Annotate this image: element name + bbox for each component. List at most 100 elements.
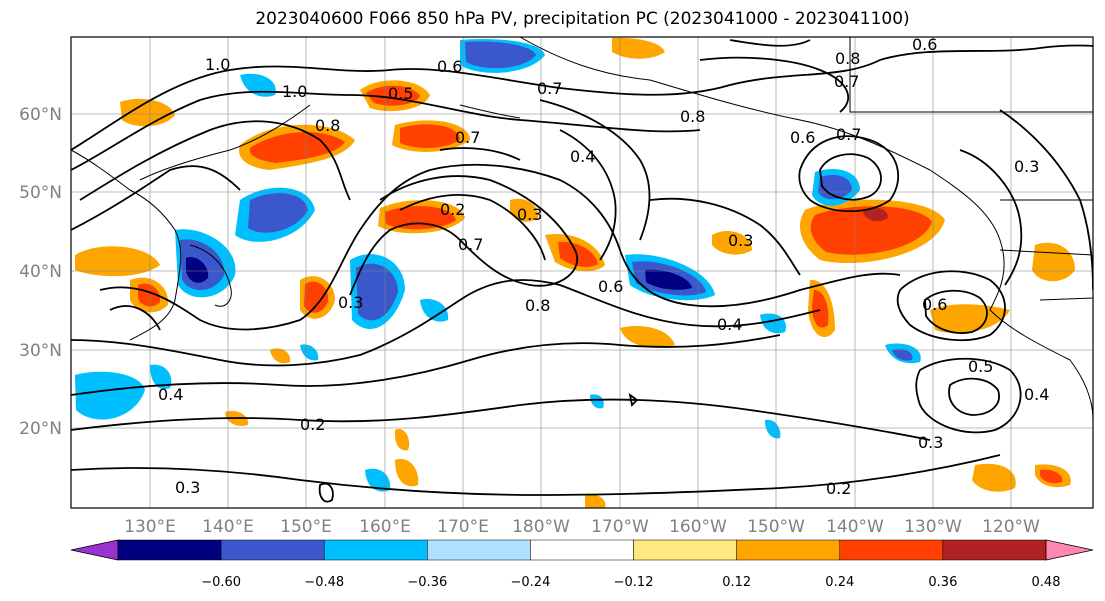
map-frame — [70, 36, 1094, 509]
contour-label: 0.6 — [922, 295, 947, 314]
warm-blob — [400, 124, 460, 148]
colorbar-label: −0.24 — [511, 575, 551, 590]
cool-blob — [186, 257, 209, 283]
warm-blob — [812, 290, 829, 328]
contour-label: 0.4 — [158, 385, 183, 404]
contour-label: 0.3 — [338, 293, 363, 312]
cool-blob — [765, 419, 781, 439]
warm-blob — [612, 37, 665, 59]
contour-label: 0.7 — [834, 72, 859, 91]
cool-blob — [420, 299, 449, 322]
cool-blob — [300, 344, 319, 361]
warm-blob — [249, 132, 345, 163]
contour-label: 0.2 — [826, 479, 851, 498]
contour-labels: 1.0 1.0 0.8 0.6 0.5 0.7 0.7 0.8 0.6 0.7 … — [158, 37, 1049, 498]
colorbar-label: 0.24 — [825, 575, 854, 590]
warm-blob — [712, 230, 752, 255]
warm-blob — [1040, 469, 1063, 484]
contour-label: 0.3 — [918, 433, 943, 452]
colorbar-segment — [736, 539, 841, 561]
cool-blob — [760, 313, 786, 334]
contour-label: 0.7 — [458, 235, 483, 254]
contour-label: 1.0 — [205, 55, 230, 74]
lon-tick: 170°W — [591, 517, 649, 537]
contour-label: 0.3 — [1014, 157, 1039, 176]
warm-blob — [510, 198, 539, 222]
lat-tick: 30°N — [19, 341, 62, 361]
warm-blob — [585, 494, 606, 508]
lat-tick: 40°N — [19, 262, 62, 282]
lon-tick: 160°W — [669, 517, 727, 537]
warm-blob — [620, 325, 675, 348]
colorbar-label: −0.36 — [407, 575, 447, 590]
contour-label: 0.6 — [790, 128, 815, 147]
colorbar-segment — [839, 539, 944, 561]
warm-blob — [75, 246, 160, 277]
precip-shading — [75, 37, 1075, 508]
cool-blob — [818, 174, 852, 200]
lon-tick: 130°W — [904, 517, 962, 537]
colorbar-segments — [117, 539, 1047, 561]
cool-blob — [248, 193, 308, 233]
colorbar-right-extension — [1045, 539, 1094, 561]
contour-label: 0.7 — [836, 125, 861, 144]
contour-label: 0.6 — [598, 277, 623, 296]
colorbar-labels: −0.60 −0.48 −0.36 −0.24 −0.12 0.12 0.24 0.36 0.4… — [201, 575, 1061, 590]
warm-blob — [930, 304, 1010, 334]
lat-tick-labels: 60°N 50°N 40°N 30°N 20°N — [19, 105, 62, 439]
colorbar-left-extension — [70, 539, 119, 561]
contour-label: 0.3 — [517, 205, 542, 224]
contour-label: 0.8 — [835, 49, 860, 68]
cool-blob — [150, 364, 172, 390]
colorbar-label: −0.48 — [304, 575, 344, 590]
contour-label: 0.4 — [717, 315, 742, 334]
colorbar-segment — [530, 539, 634, 561]
cool-blob — [590, 394, 604, 409]
lon-tick: 170°E — [437, 517, 489, 537]
colorbar-label: 0.12 — [722, 575, 751, 590]
warm-blob — [972, 463, 1016, 492]
contour-label: 1.0 — [282, 82, 307, 101]
warm-blob — [395, 459, 419, 487]
warm-blob — [120, 98, 175, 127]
cool-blob — [356, 263, 398, 321]
colorbar-segment — [427, 539, 531, 561]
colorbar-segment — [633, 539, 737, 561]
contour-label: 0.4 — [1024, 385, 1049, 404]
contour-label: 0.6 — [437, 57, 462, 76]
colorbar-label: −0.12 — [614, 575, 654, 590]
coastlines — [71, 37, 1093, 421]
contour-label: 0.3 — [728, 231, 753, 250]
lon-tick: 180°W — [512, 517, 570, 537]
cool-blob — [465, 41, 536, 69]
warm-blob — [862, 207, 888, 222]
colorbar-segment — [323, 539, 428, 561]
cool-blob — [75, 371, 145, 420]
lon-tick: 130°E — [124, 517, 176, 537]
lon-tick-labels: 130°E 140°E 150°E 160°E 170°E 180°W 170°… — [124, 517, 1040, 537]
lon-tick: 150°W — [747, 517, 805, 537]
contour-label: 0.8 — [315, 116, 340, 135]
contour-label: 0.4 — [570, 147, 595, 166]
contour-label: 0.8 — [680, 107, 705, 126]
colorbar-label: 0.48 — [1032, 575, 1061, 590]
contour-label: 0.7 — [537, 79, 562, 98]
pv-contours — [71, 39, 1093, 503]
lat-tick: 50°N — [19, 183, 62, 203]
lat-tick: 20°N — [19, 419, 62, 439]
colorbar: −0.60 −0.48 −0.36 −0.24 −0.12 0.12 0.24 0.36 0.4… — [70, 539, 1094, 590]
colorbar-segment — [220, 539, 325, 561]
warm-blob — [558, 241, 598, 267]
warm-blob — [810, 206, 932, 255]
contour-label: 0.5 — [388, 84, 413, 103]
cool-blob — [365, 468, 391, 492]
contour-label: 0.3 — [175, 478, 200, 497]
warm-blob — [270, 348, 291, 364]
contour-label: 0.7 — [455, 128, 480, 147]
lon-tick: 120°W — [982, 517, 1040, 537]
contour-label: 0.5 — [968, 357, 993, 376]
map-title: 2023040600 F066 850 hPa PV, precipitatio… — [255, 9, 910, 29]
lon-tick: 140°W — [826, 517, 884, 537]
lat-tick: 60°N — [19, 105, 62, 125]
